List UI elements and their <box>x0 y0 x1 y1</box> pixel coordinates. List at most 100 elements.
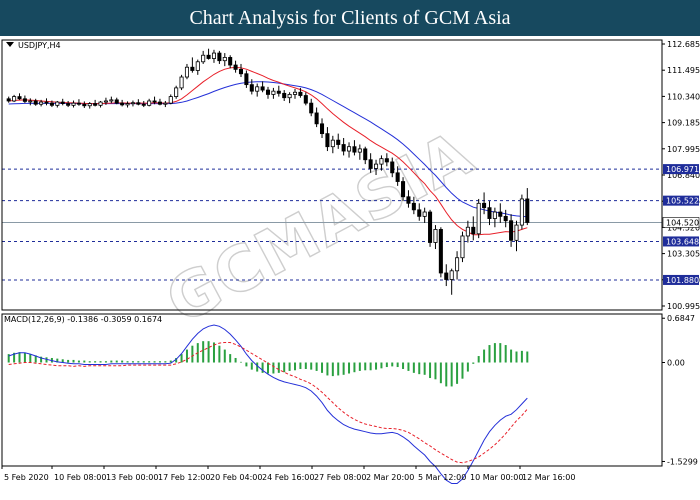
candle-body <box>55 101 60 106</box>
candle <box>39 99 44 107</box>
macd-histogram-bar <box>423 362 426 375</box>
candle <box>179 74 184 91</box>
candle <box>82 101 87 108</box>
candle <box>492 207 497 228</box>
candle <box>303 92 308 106</box>
x-tick-label: 12 Mar 16:00 <box>522 473 575 482</box>
candle-body <box>303 95 308 104</box>
macd-histogram-bar <box>520 350 523 363</box>
candle <box>503 209 508 228</box>
candle <box>125 101 130 108</box>
candle <box>265 86 271 99</box>
x-tick-label: 13 Feb 00:00 <box>106 473 158 482</box>
macd-histogram-bar <box>477 356 480 363</box>
candle <box>309 98 314 117</box>
macd-histogram-bar <box>7 354 10 363</box>
candle-body <box>282 92 287 99</box>
macd-histogram-bar <box>131 361 134 363</box>
macd-histogram-bar <box>153 361 156 363</box>
macd-histogram-bar <box>499 343 502 363</box>
candle <box>206 48 211 60</box>
macd-histogram-bar <box>104 361 107 363</box>
candle-body <box>71 102 76 106</box>
candle-body <box>341 144 346 152</box>
candle <box>6 96 11 103</box>
level-tag <box>663 274 699 285</box>
macd-histogram-bar <box>358 362 361 371</box>
candle <box>260 81 265 93</box>
candle-body <box>22 98 27 102</box>
macd-histogram-bar <box>202 341 205 363</box>
candle <box>368 153 373 173</box>
candle <box>71 100 76 108</box>
candle <box>103 97 108 105</box>
axes: 112.685 111.495 110.340 109.185 107.995 106.8… <box>1 39 700 482</box>
candle-body <box>103 100 108 103</box>
candle <box>28 98 33 106</box>
candle-body <box>33 100 38 105</box>
macd-frame <box>1 313 663 467</box>
candle-body <box>244 73 249 86</box>
candle-body <box>66 103 71 106</box>
candle <box>255 83 260 97</box>
candle-body <box>168 96 173 104</box>
macd-histogram-bar <box>83 360 86 363</box>
candle-body <box>460 235 465 259</box>
price-tick-label: 100.995 <box>667 302 700 311</box>
macd-histogram-bar <box>407 362 410 371</box>
trading-chart[interactable]: GCMASIA 112.685111.495110.340109.185107.… <box>0 36 700 500</box>
candle-body <box>449 270 454 280</box>
candle <box>514 220 519 252</box>
candle <box>282 90 287 101</box>
candle-body <box>368 159 373 169</box>
x-tick-label: 20 Feb 04:00 <box>210 473 262 482</box>
candle-body <box>379 158 384 165</box>
macd-histogram-bar <box>126 361 129 363</box>
candle-body <box>255 86 260 92</box>
macd-histogram-bar <box>294 362 297 371</box>
candle <box>411 196 416 215</box>
macd-histogram-bar <box>337 362 340 376</box>
macd-histogram-bar <box>234 357 237 363</box>
level-tag <box>663 195 699 206</box>
macd-histogram-bar <box>137 361 140 363</box>
candle-body <box>147 100 152 106</box>
candle-body <box>390 161 395 174</box>
price-tick-label: 104.520 <box>667 223 700 232</box>
candle-body <box>260 86 265 91</box>
candle-body <box>12 96 17 102</box>
candle-body <box>498 211 503 217</box>
candle <box>519 194 524 230</box>
macd-histogram-bar <box>277 362 280 373</box>
macd-histogram-bar <box>34 355 37 363</box>
macd-histogram-bar <box>13 352 16 363</box>
candle <box>347 142 352 158</box>
candle <box>449 268 454 295</box>
candle <box>314 107 319 128</box>
macd-histogram-bar <box>364 362 367 371</box>
candle <box>233 60 238 73</box>
candle <box>319 118 325 138</box>
macd-histogram-bar <box>418 362 421 375</box>
macd-histogram-bar <box>61 359 64 363</box>
candle-body <box>330 139 335 148</box>
macd-histogram-bar <box>461 362 464 379</box>
candle <box>98 100 103 108</box>
candle <box>22 95 27 104</box>
macd-histogram-bar <box>288 362 291 371</box>
macd-histogram-bar <box>256 362 259 372</box>
macd-signal-line <box>8 342 528 464</box>
price-panel[interactable] <box>2 48 662 295</box>
macd-tick-label: 0.00 <box>667 359 685 368</box>
macd-histogram-bar <box>472 362 475 364</box>
level-label: 101.880 <box>666 276 699 285</box>
candle-body <box>411 202 416 211</box>
candle-body <box>444 272 449 280</box>
candle-body <box>276 90 281 94</box>
price-tick-label: 112.685 <box>667 40 700 49</box>
macd-histogram-bar <box>466 362 469 372</box>
candle-body <box>374 163 379 169</box>
macd-panel[interactable] <box>7 324 529 484</box>
candle-body <box>114 99 119 104</box>
candle-body <box>201 54 206 63</box>
